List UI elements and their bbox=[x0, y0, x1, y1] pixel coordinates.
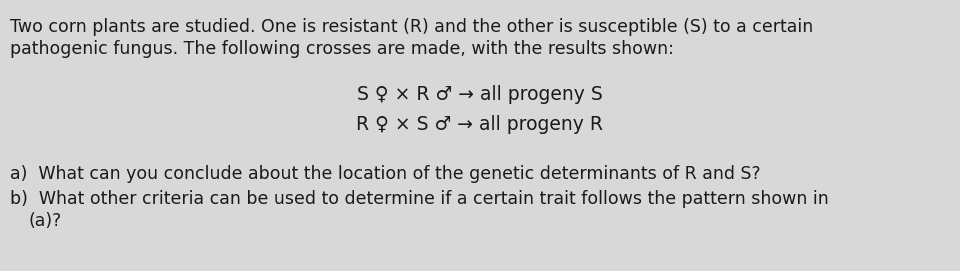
Text: a)  What can you conclude about the location of the genetic determinants of R an: a) What can you conclude about the locat… bbox=[10, 165, 760, 183]
Text: S ♀ × R ♂ → all progeny S: S ♀ × R ♂ → all progeny S bbox=[357, 85, 603, 104]
Text: (a)?: (a)? bbox=[28, 212, 61, 230]
Text: R ♀ × S ♂ → all progeny R: R ♀ × S ♂ → all progeny R bbox=[356, 115, 604, 134]
Text: pathogenic fungus. The following crosses are made, with the results shown:: pathogenic fungus. The following crosses… bbox=[10, 40, 674, 58]
Text: Two corn plants are studied. One is resistant (R) and the other is susceptible (: Two corn plants are studied. One is resi… bbox=[10, 18, 813, 36]
Text: b)  What other criteria can be used to determine if a certain trait follows the : b) What other criteria can be used to de… bbox=[10, 190, 828, 208]
